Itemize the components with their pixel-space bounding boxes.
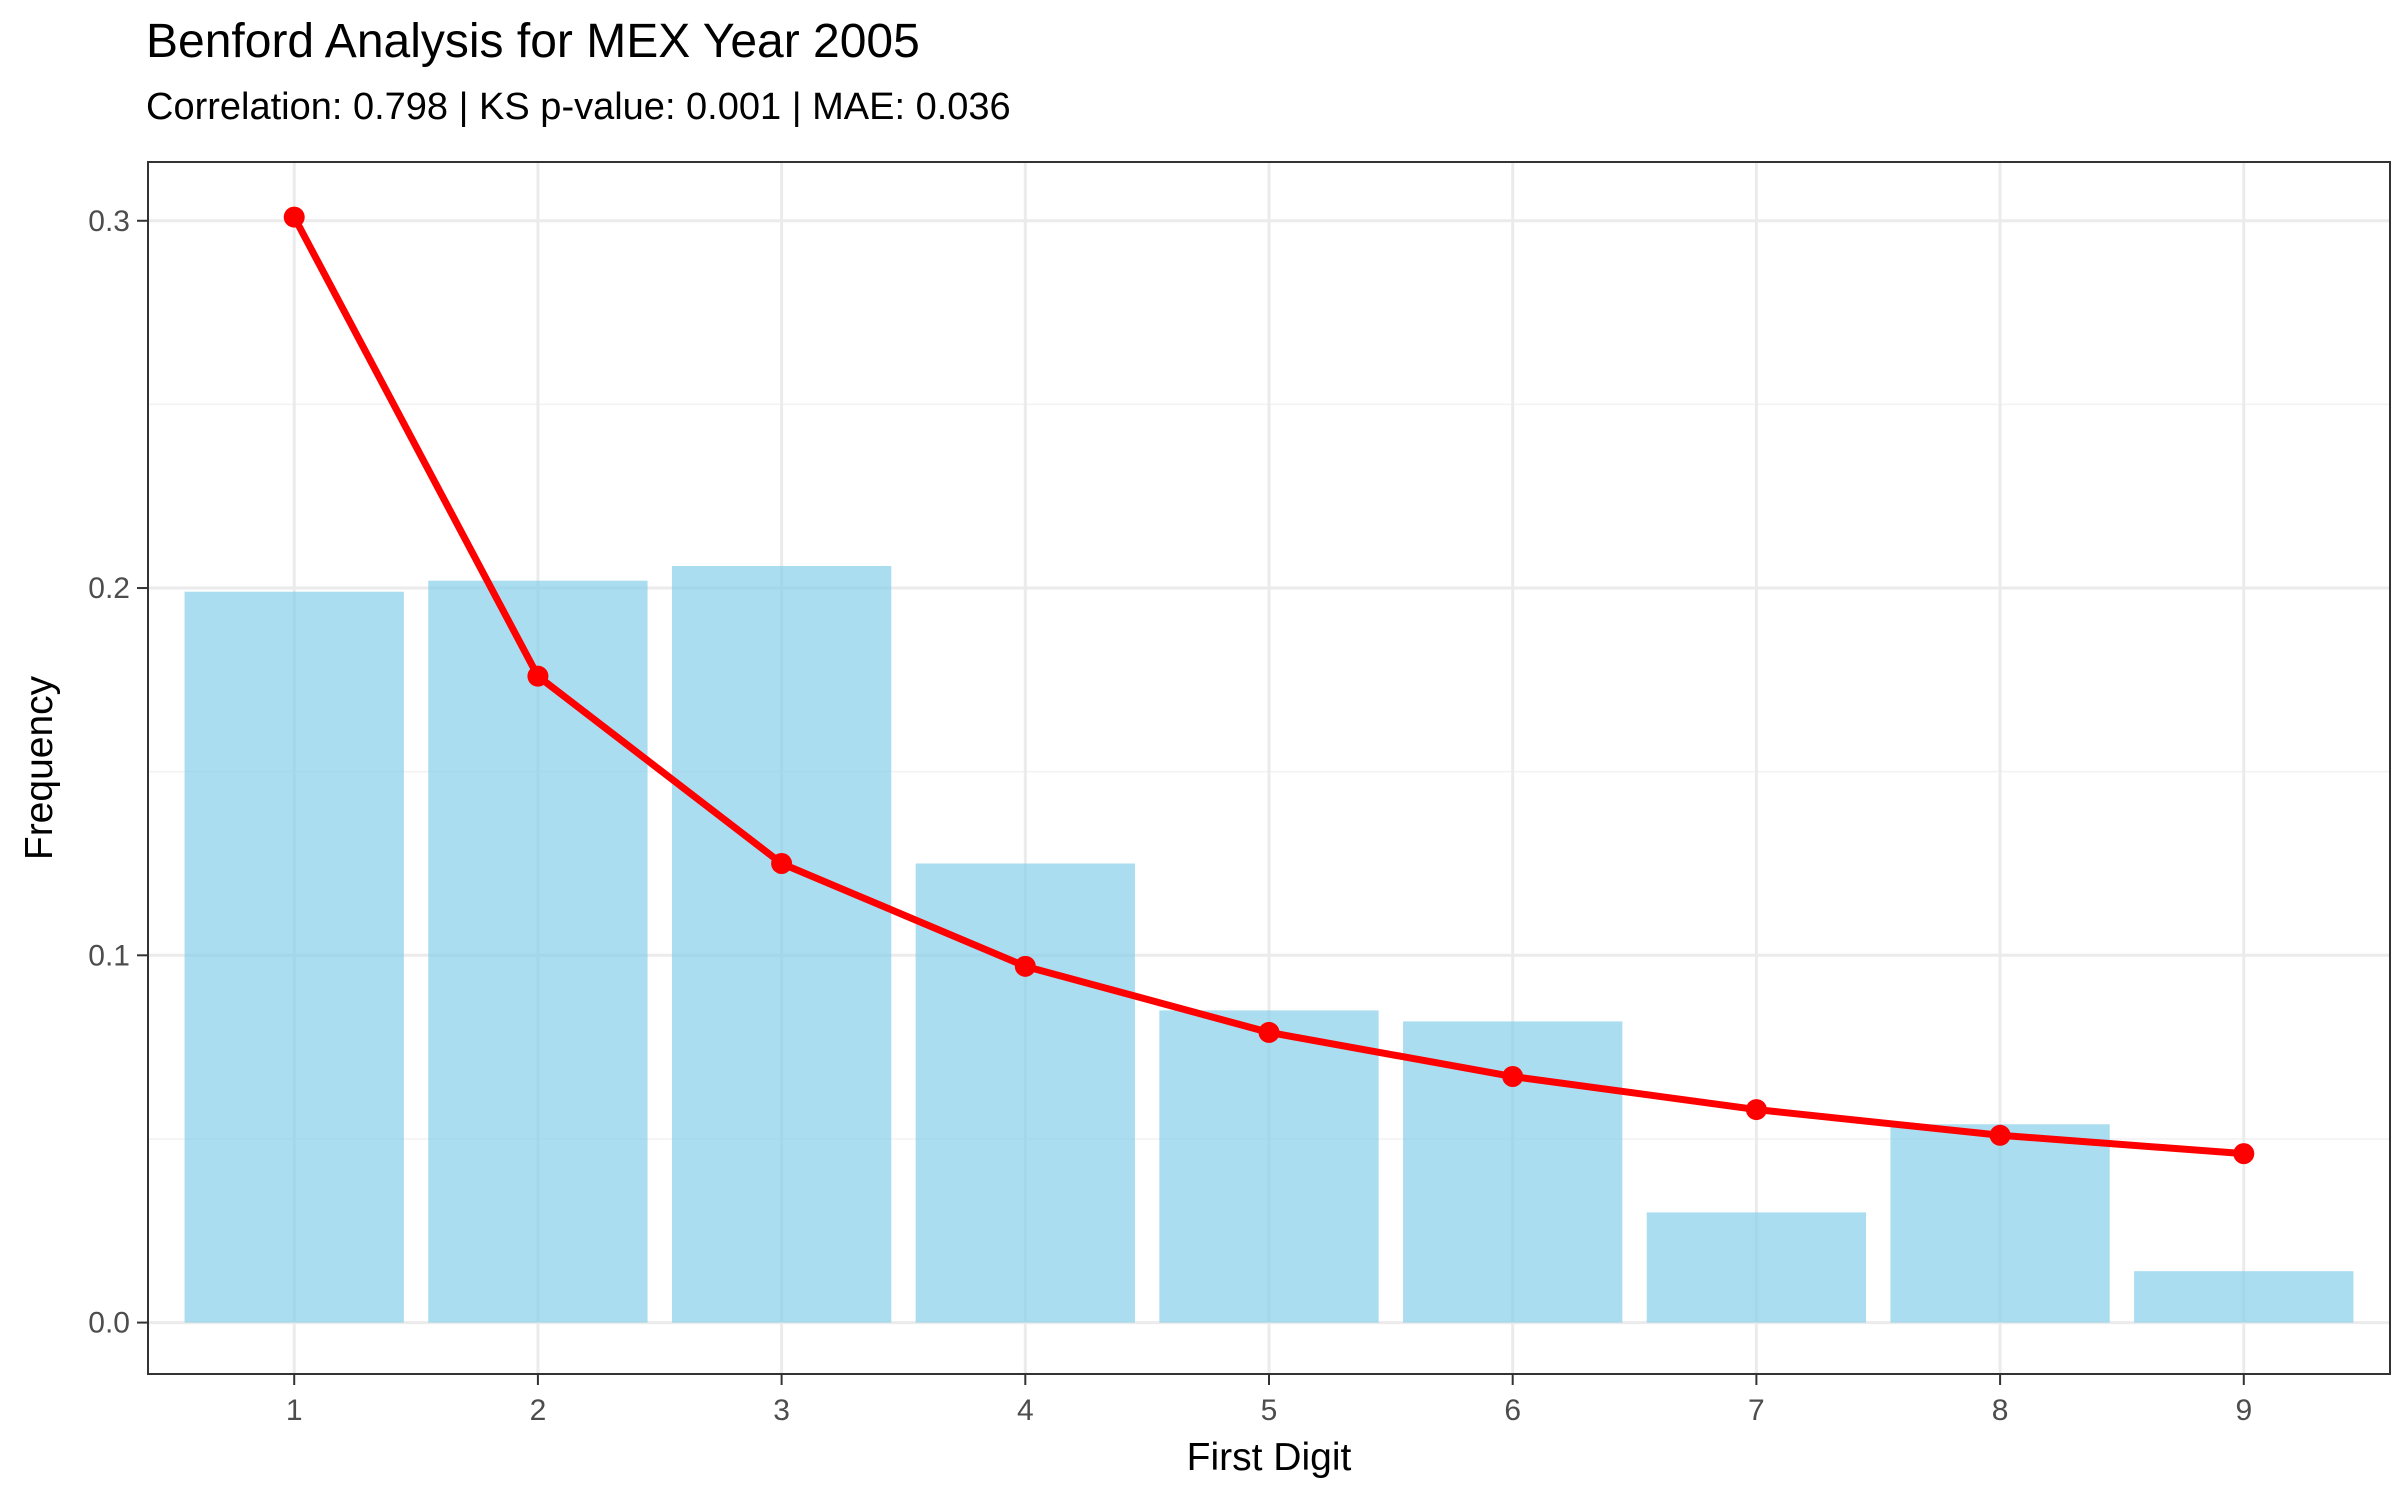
y-tick-label: 0.1	[88, 939, 130, 972]
bar-digit-5	[1159, 1010, 1379, 1323]
chart-subtitle: Correlation: 0.798 | KS p-value: 0.001 |…	[146, 86, 1011, 128]
bar-digit-3	[671, 566, 892, 1323]
chart-title: Benford Analysis for MEX Year 2005	[146, 15, 920, 68]
x-tick-label: 7	[1748, 1394, 1765, 1427]
benford-point-digit-5	[1258, 1021, 1280, 1043]
y-axis-title: Frequency	[18, 675, 61, 860]
bar-digit-7	[1646, 1212, 1867, 1323]
benford-point-digit-2	[527, 665, 549, 687]
benford-point-digit-9	[2233, 1143, 2255, 1165]
bar-digit-2	[428, 580, 648, 1323]
x-tick-label: 5	[1261, 1394, 1278, 1427]
y-tick-label: 0.3	[88, 205, 130, 238]
x-tick-label: 4	[1017, 1394, 1034, 1427]
x-tick-label: 3	[773, 1394, 790, 1427]
bar-digit-4	[915, 863, 1135, 1323]
x-axis-title: First Digit	[1187, 1436, 1352, 1479]
x-tick-label: 2	[530, 1394, 547, 1427]
y-tick-label: 0.2	[88, 572, 130, 605]
benford-point-digit-1	[283, 206, 305, 228]
axes: 0.0 0.1 0.2 0.3 1 2 3 4 5 6 7 8 9	[88, 205, 2252, 1427]
bar-digit-8	[1890, 1124, 2110, 1323]
bar-series	[184, 566, 2354, 1323]
x-tick-label: 6	[1504, 1394, 1521, 1427]
x-tick-label: 9	[2235, 1394, 2252, 1427]
bar-digit-1	[184, 591, 404, 1323]
benford-point-digit-7	[1745, 1099, 1767, 1121]
benford-point-digit-8	[1989, 1124, 2011, 1146]
x-tick-label: 1	[286, 1394, 303, 1427]
line-series	[283, 206, 2255, 1165]
benford-point-digit-3	[771, 852, 793, 874]
y-tick-label: 0.0	[88, 1307, 130, 1340]
benford-point-digit-4	[1014, 955, 1036, 977]
benford-point-digit-6	[1502, 1066, 1524, 1088]
x-tick-label: 8	[1992, 1394, 2009, 1427]
bar-digit-9	[2134, 1271, 2354, 1323]
